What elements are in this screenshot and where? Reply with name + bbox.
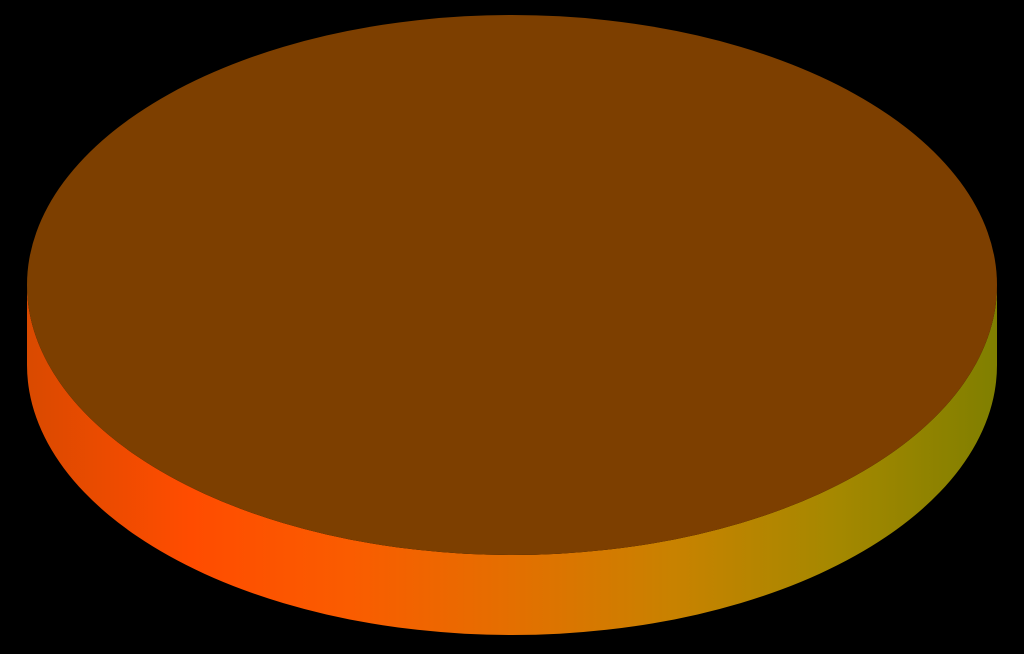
- disc-side: [27, 285, 997, 635]
- disc-top-face: [27, 15, 997, 555]
